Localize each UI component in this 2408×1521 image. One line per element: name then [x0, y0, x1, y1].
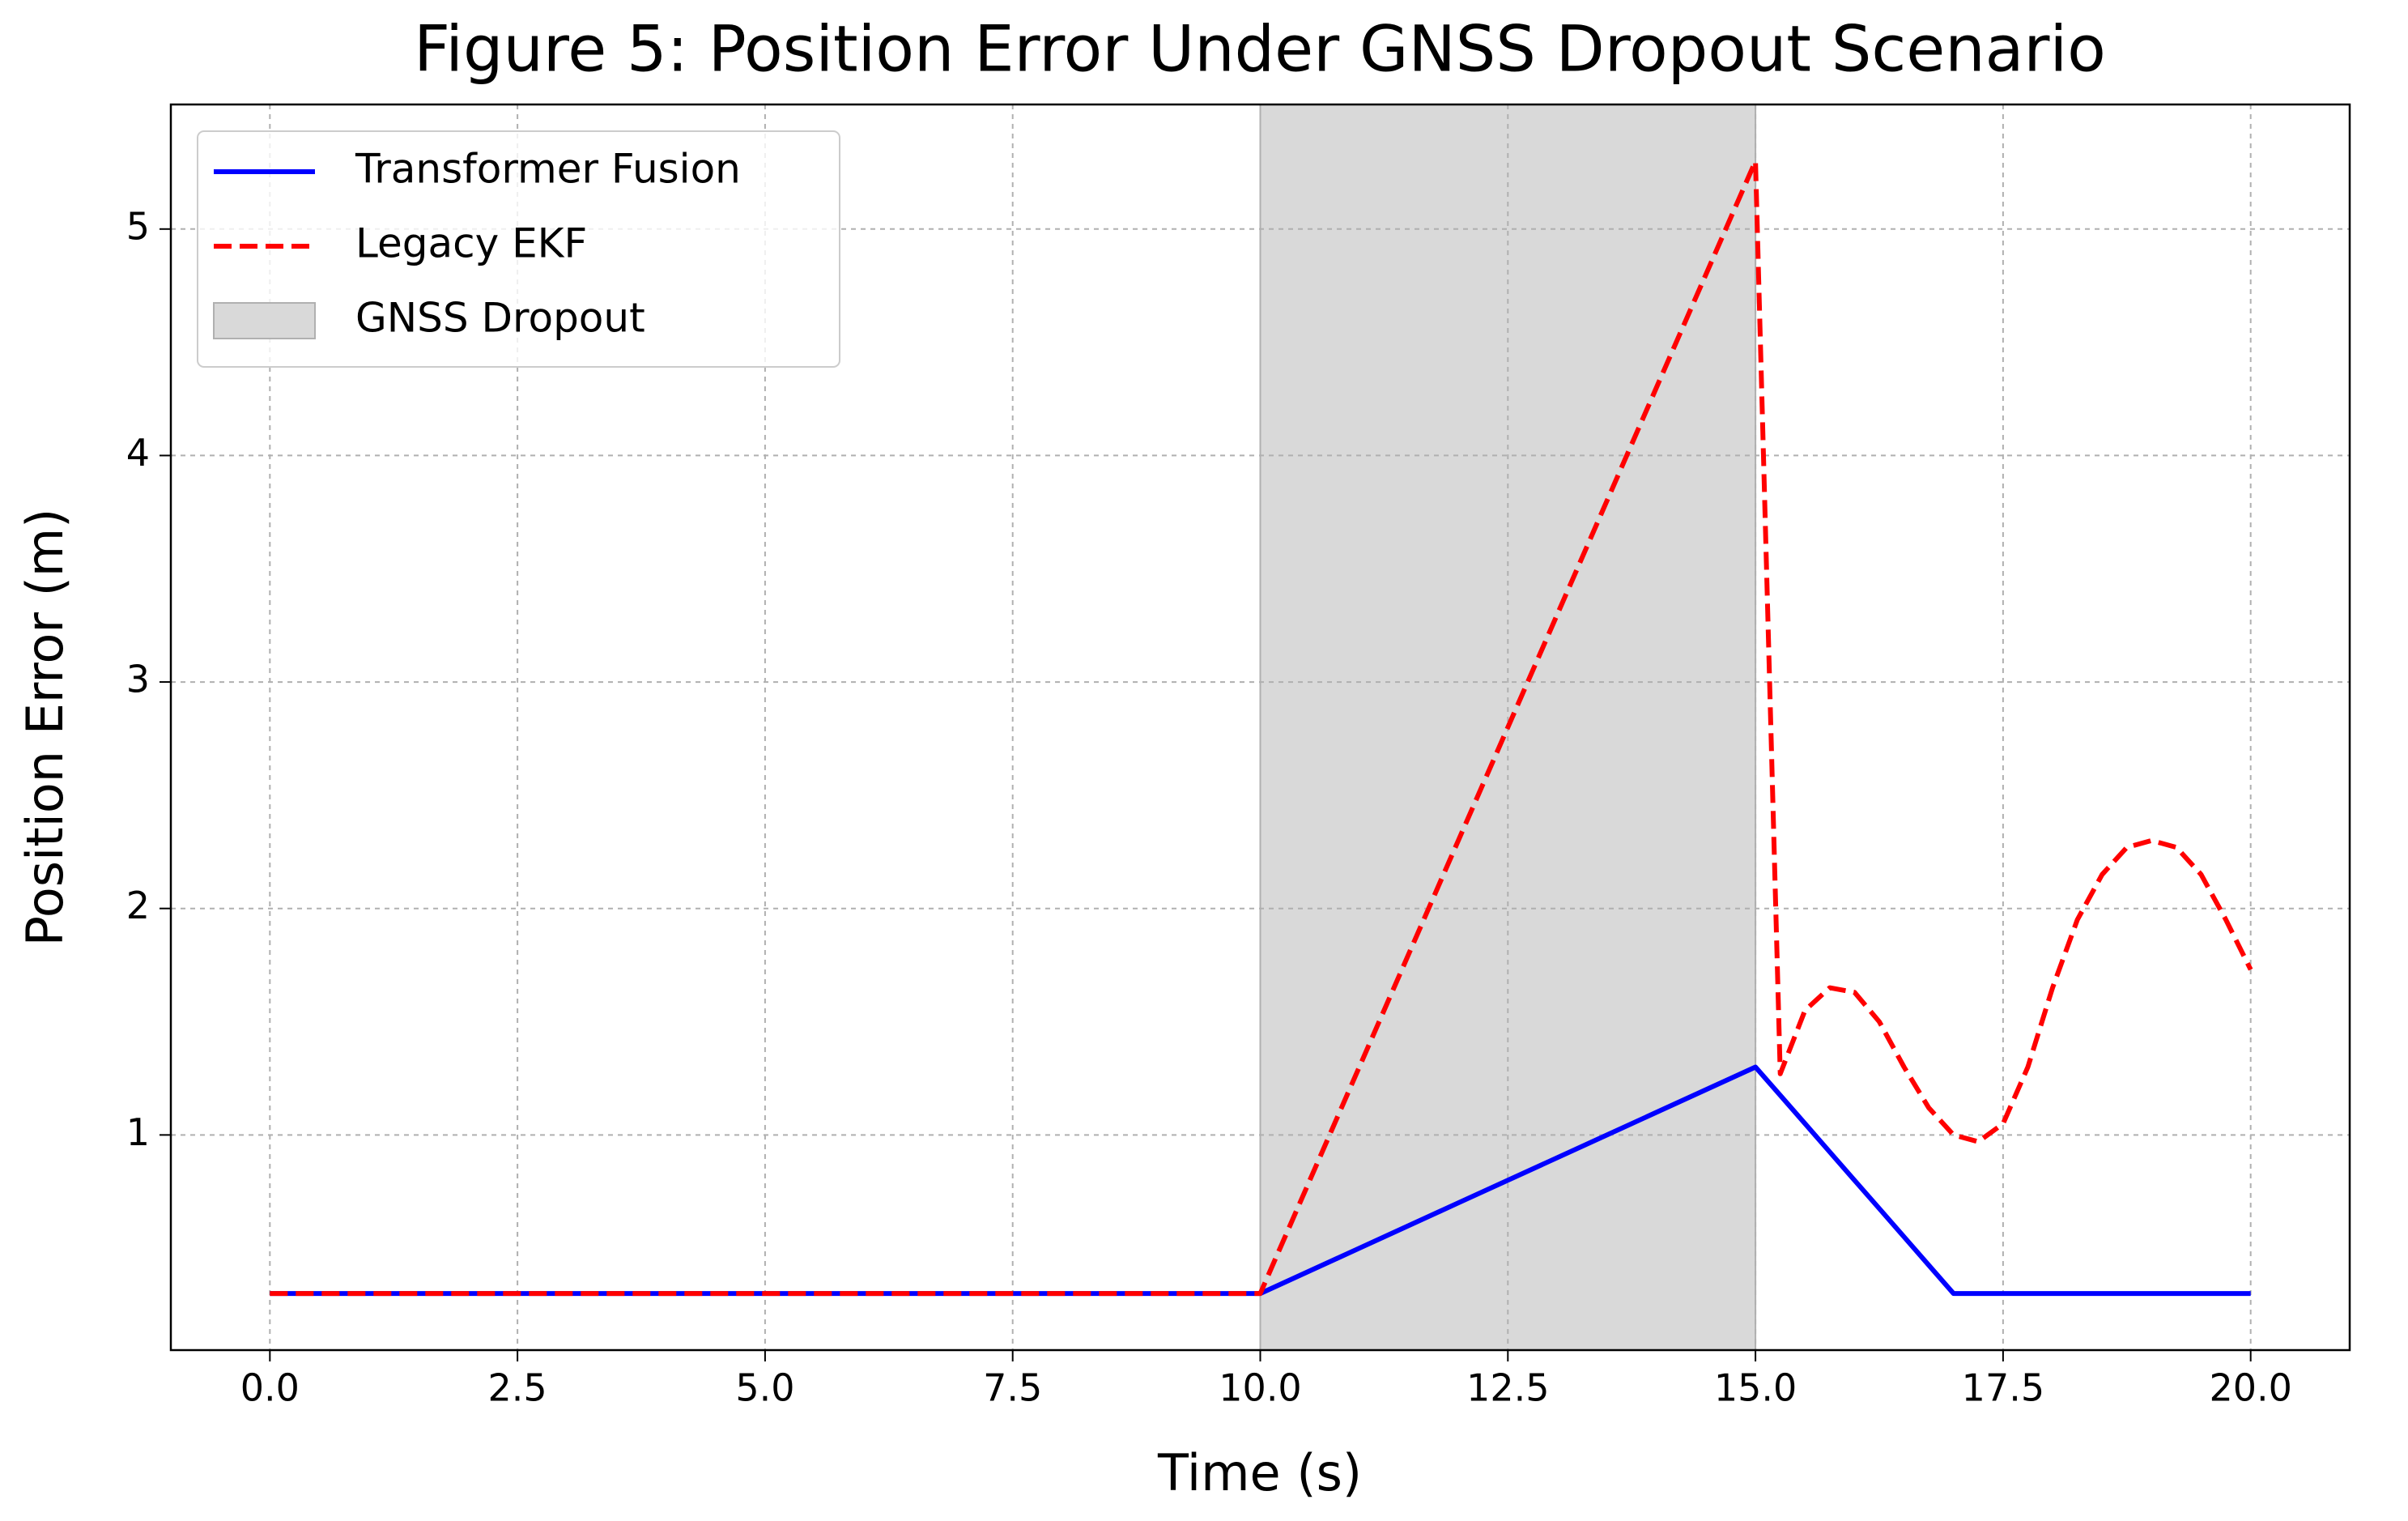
legend-box — [197, 130, 840, 368]
x-tick-label: 10.0 — [1219, 1366, 1301, 1410]
x-axis-label: Time (s) — [1157, 1443, 1362, 1502]
y-tick-label: 4 — [126, 431, 150, 475]
x-tick-label: 20.0 — [2209, 1366, 2291, 1410]
legend-label: Legacy EKF — [355, 220, 587, 267]
legend-label: Transformer Fusion — [355, 146, 741, 193]
x-tick-label: 2.5 — [488, 1366, 547, 1410]
series-line — [270, 1064, 2251, 1297]
x-tick-label: 12.5 — [1466, 1366, 1549, 1410]
x-tick-label: 0.0 — [240, 1366, 300, 1410]
plot-area: 0.0 2.5 5.0 7.5 10.0 12.5 15.0 17.5 20.0 1 2 3 4 5 Tra… — [126, 103, 2351, 1410]
chart-title: Figure 5: Position Error Under GNSS Drop… — [414, 13, 2106, 86]
legend: Transformer Fusion Legacy EKF GNSS Dropout — [197, 130, 840, 368]
axes-frame — [169, 103, 2351, 1352]
y-axis-label: Position Error (m) — [15, 509, 74, 947]
x-tick-label: 15.0 — [1714, 1366, 1797, 1410]
y-tick-label: 5 — [126, 204, 150, 248]
x-tick-label: 5.0 — [735, 1366, 794, 1410]
y-tick-label: 1 — [126, 1110, 150, 1154]
y-tick-label: 3 — [126, 658, 150, 701]
y-tick-label: 2 — [126, 884, 150, 927]
x-tick-label: 7.5 — [983, 1366, 1042, 1410]
legend-label: GNSS Dropout — [355, 295, 645, 342]
x-tick-label: 17.5 — [1962, 1366, 2044, 1410]
series-line — [270, 158, 2253, 1297]
legend-swatch — [213, 302, 316, 339]
